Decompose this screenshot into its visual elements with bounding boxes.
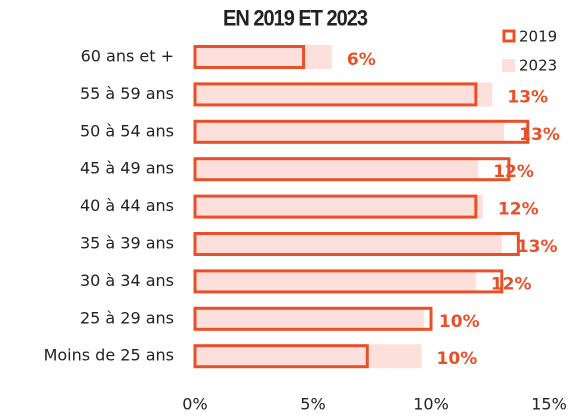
y-tick-label: 30 à 34 ans [80,271,174,290]
bar-2023 [195,194,483,219]
legend-swatch [502,29,516,43]
y-tick-label: Moins de 25 ans [44,346,174,365]
data-label: 10% [439,312,480,332]
data-label: 13% [507,87,548,107]
bar-2019 [193,119,530,144]
bar-2019 [193,157,511,182]
bar-2023 [195,344,422,369]
data-label: 13% [517,237,558,257]
bar-2023 [195,119,505,144]
data-label: 12% [493,162,534,182]
bar-2019 [193,45,306,69]
bar-2023 [195,82,493,107]
bar-2023 [195,232,502,256]
bar-2023 [195,45,332,69]
legend-label: 2023 [519,57,557,75]
bar-2019 [193,82,478,107]
data-label: 13% [519,125,560,145]
y-tick-label: 35 à 39 ans [80,234,174,253]
data-label: 6% [347,50,376,70]
x-tick-label: 10% [413,395,449,414]
legend-label: 2019 [519,28,557,46]
bar-2019 [193,232,520,256]
legend-swatch [502,59,515,72]
bar-2019 [193,269,504,294]
x-tick-label: 15% [531,395,567,414]
y-tick-label: 40 à 44 ans [80,196,174,215]
y-tick-label: 55 à 59 ans [80,84,174,103]
y-tick-label: 50 à 54 ans [80,121,174,140]
data-label: 12% [491,274,532,294]
x-tick-label: 5% [300,395,325,414]
bar-2019 [193,344,369,369]
y-tick-label: 25 à 29 ans [80,308,174,327]
bar-2019 [193,194,478,219]
data-label: 10% [437,349,478,369]
bar-2023 [195,269,476,294]
bar-2023 [195,306,424,331]
chart-title: EN 2019 ET 2023 [223,7,367,31]
bar-2023 [195,157,479,182]
x-tick-label: 0% [182,395,207,414]
bar-2019 [193,306,433,331]
y-tick-label: 60 ans et + [81,47,174,66]
y-tick-label: 45 à 49 ans [80,159,174,178]
data-label: 12% [498,200,539,220]
